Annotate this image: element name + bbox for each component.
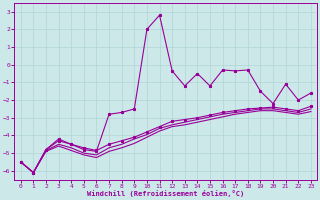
X-axis label: Windchill (Refroidissement éolien,°C): Windchill (Refroidissement éolien,°C) [87, 190, 244, 197]
